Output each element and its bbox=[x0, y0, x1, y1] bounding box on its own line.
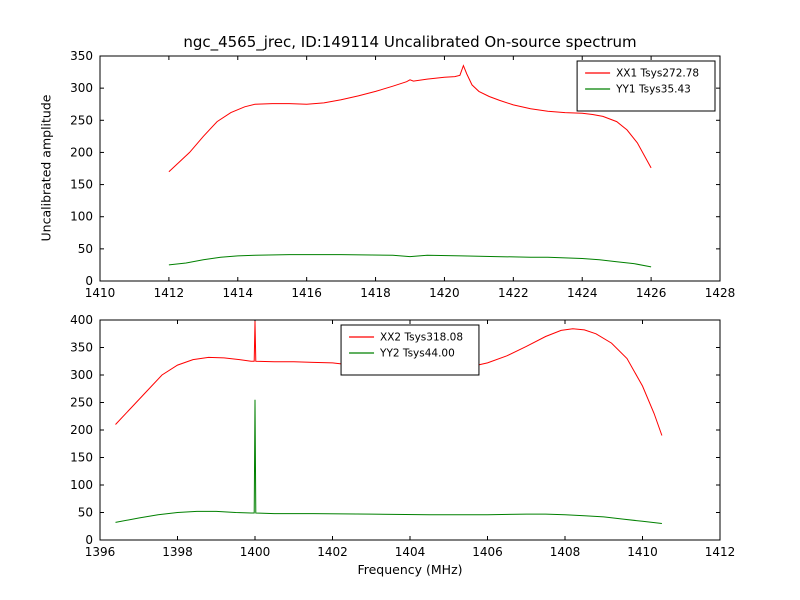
x-tick-label: 1428 bbox=[705, 286, 736, 300]
y-tick-label: 250 bbox=[70, 396, 93, 410]
legend-label: XX2 Tsys318.08 bbox=[380, 332, 463, 344]
series-line-xx1 bbox=[168, 64, 652, 173]
y-tick-label: 0 bbox=[85, 533, 93, 547]
y-tick-label: 300 bbox=[70, 81, 93, 95]
y-tick-label: 100 bbox=[70, 210, 93, 224]
x-tick-label: 1426 bbox=[636, 286, 667, 300]
x-tick-label: 1406 bbox=[472, 545, 503, 559]
y-tick-label: 200 bbox=[70, 423, 93, 437]
legend-label: YY1 Tsys35.43 bbox=[615, 84, 691, 96]
x-tick-label: 1396 bbox=[85, 545, 116, 559]
x-tick-label: 1404 bbox=[395, 545, 426, 559]
y-tick-label: 300 bbox=[70, 368, 93, 382]
legend-box bbox=[340, 324, 480, 376]
x-tick-label: 1424 bbox=[567, 286, 598, 300]
series-line-yy1 bbox=[168, 254, 652, 268]
y-tick-label: 0 bbox=[85, 274, 93, 288]
y-tick-label: 150 bbox=[70, 451, 93, 465]
x-tick-label: 1422 bbox=[498, 286, 529, 300]
y-tick-label: 350 bbox=[70, 49, 93, 63]
x-tick-label: 1414 bbox=[223, 286, 254, 300]
x-tick-label: 1412 bbox=[705, 545, 736, 559]
axes-frame bbox=[99, 55, 721, 282]
y-tick-label: 200 bbox=[70, 145, 93, 159]
x-tick-label: 1402 bbox=[317, 545, 348, 559]
x-tick-label: 1416 bbox=[291, 286, 322, 300]
x-tick-label: 1408 bbox=[550, 545, 581, 559]
x-tick-label: 1410 bbox=[85, 286, 116, 300]
y-axis-label: Uncalibrated amplitude bbox=[38, 94, 54, 242]
x-tick-label: 1418 bbox=[360, 286, 391, 300]
legend-label: XX1 Tsys272.78 bbox=[616, 68, 699, 80]
y-tick-label: 400 bbox=[70, 313, 93, 327]
x-axis-label: Frequency (MHz) bbox=[357, 562, 463, 577]
legend-box bbox=[576, 60, 716, 112]
y-tick-label: 50 bbox=[78, 506, 93, 520]
y-tick-label: 350 bbox=[70, 341, 93, 355]
figure-title: ngc_4565_jrec, ID:149114 Uncalibrated On… bbox=[183, 33, 637, 51]
series-line-yy2 bbox=[115, 399, 662, 524]
y-tick-label: 100 bbox=[70, 478, 93, 492]
y-tick-label: 150 bbox=[70, 178, 93, 192]
legend-label: YY2 Tsys44.00 bbox=[379, 348, 455, 360]
x-tick-label: 1412 bbox=[154, 286, 185, 300]
x-tick-label: 1398 bbox=[162, 545, 193, 559]
y-tick-label: 250 bbox=[70, 113, 93, 127]
x-tick-label: 1420 bbox=[429, 286, 460, 300]
y-tick-label: 50 bbox=[78, 242, 93, 256]
x-tick-label: 1410 bbox=[627, 545, 658, 559]
x-tick-label: 1400 bbox=[240, 545, 271, 559]
